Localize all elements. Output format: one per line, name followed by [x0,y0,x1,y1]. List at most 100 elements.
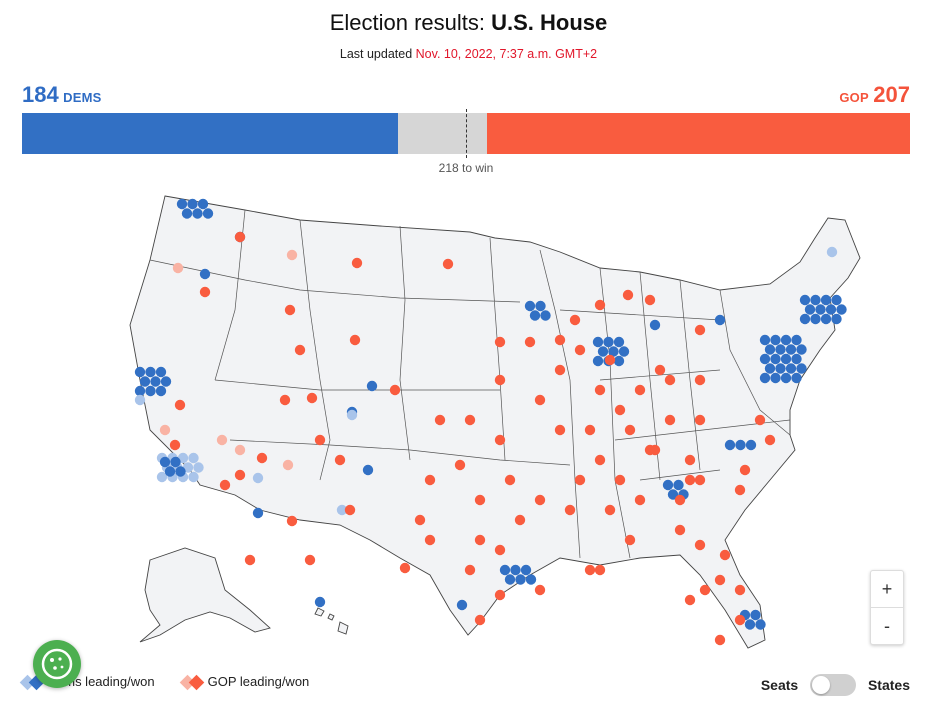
gop-district-marker[interactable] [494,544,506,556]
dem-district-marker[interactable] [252,507,264,519]
gop-district-marker[interactable] [594,454,606,466]
gop-district-marker[interactable] [389,384,401,396]
dem-district-marker[interactable] [134,385,146,397]
gop-district-marker[interactable] [494,434,506,446]
view-toggle-switch[interactable] [810,674,857,696]
dem-district-marker[interactable] [597,346,609,357]
gop-district-marker[interactable] [554,334,566,346]
gop-district-marker[interactable] [494,336,506,348]
dem-district-marker[interactable] [780,353,792,365]
gop-district-marker[interactable] [554,364,566,376]
dem-district-marker[interactable] [193,462,204,473]
gop-district-marker[interactable] [219,479,231,491]
dem-district-marker[interactable] [785,363,797,374]
dem-district-marker[interactable] [796,344,807,355]
dem-district-marker[interactable] [755,619,766,630]
dem-district-marker[interactable] [759,334,771,346]
dem-district-marker[interactable] [159,456,171,468]
dem-district-marker[interactable] [780,372,792,384]
dem-district-marker[interactable] [775,344,786,355]
dem-district-marker[interactable] [529,310,541,321]
gop-district-marker[interactable] [719,549,731,561]
gop-district-marker[interactable] [554,424,566,436]
dem-district-marker[interactable] [750,609,761,621]
dem-district-marker[interactable] [618,346,630,357]
gop-district-marker[interactable] [764,434,776,446]
gop-district-marker[interactable] [699,584,711,596]
gop-district-marker[interactable] [614,474,626,486]
gop-district-marker[interactable] [234,469,246,481]
gop-district-marker[interactable] [294,344,306,356]
dem-district-marker[interactable] [791,372,802,384]
dem-district-marker[interactable] [745,439,757,451]
dem-district-marker[interactable] [456,599,468,611]
gop-district-marker[interactable] [454,459,466,471]
gop-district-marker[interactable] [279,394,291,406]
dem-district-marker[interactable] [810,294,821,306]
dem-district-marker[interactable] [796,363,807,374]
dem-district-marker[interactable] [156,471,168,483]
gop-district-marker[interactable] [314,434,326,446]
gop-district-marker[interactable] [464,564,476,576]
gop-district-marker[interactable] [634,494,646,506]
dem-district-marker[interactable] [799,313,811,325]
dem-district-marker[interactable] [525,574,537,585]
dem-district-marker[interactable] [764,344,776,355]
dem-district-marker[interactable] [826,246,838,258]
gop-district-marker[interactable] [622,289,634,301]
dem-district-marker[interactable] [804,304,816,315]
dem-district-marker[interactable] [744,619,756,630]
gop-district-marker[interactable] [169,439,181,451]
gop-district-marker[interactable] [614,404,626,416]
gop-district-marker[interactable] [694,374,706,386]
gop-district-marker[interactable] [234,444,246,456]
gop-district-marker[interactable] [442,258,454,270]
dem-district-marker[interactable] [592,336,604,348]
gop-district-marker[interactable] [349,334,361,346]
gop-district-marker[interactable] [199,286,211,298]
gop-district-marker[interactable] [474,614,486,626]
dem-district-marker[interactable] [346,409,358,421]
gop-district-marker[interactable] [414,514,426,526]
gop-district-marker[interactable] [174,399,186,411]
gop-district-marker[interactable] [244,554,256,566]
dem-district-marker[interactable] [155,385,167,397]
dem-district-marker[interactable] [252,472,264,484]
dem-district-marker[interactable] [336,504,348,516]
dem-district-marker[interactable] [202,208,214,219]
zoom-in-button[interactable]: + [871,571,903,608]
dem-district-marker[interactable] [662,479,674,491]
us-house-district-map[interactable] [0,180,937,665]
gop-district-marker[interactable] [534,494,546,506]
gop-district-marker[interactable] [624,534,636,546]
toggle-label-states[interactable]: States [867,677,910,693]
dem-district-marker[interactable] [825,304,837,315]
gop-district-marker[interactable] [684,474,696,486]
gop-district-marker[interactable] [734,484,746,496]
gop-district-marker[interactable] [504,474,516,486]
gop-district-marker[interactable] [474,494,486,506]
dem-district-marker[interactable] [613,355,625,367]
gop-district-marker[interactable] [514,514,526,526]
dem-district-marker[interactable] [791,353,802,365]
dem-district-marker[interactable] [524,300,536,312]
gop-district-marker[interactable] [304,554,316,566]
gop-district-marker[interactable] [574,344,586,356]
dem-district-marker[interactable] [613,336,625,348]
gop-district-marker[interactable] [694,474,706,486]
gop-district-marker[interactable] [464,414,476,426]
dem-district-marker[interactable] [164,466,176,477]
gop-district-marker[interactable] [574,474,586,486]
gop-district-markers[interactable] [159,231,776,646]
dem-district-marker[interactable] [139,376,151,387]
gop-district-marker[interactable] [494,589,506,601]
gop-district-marker[interactable] [286,515,298,527]
dem-district-marker[interactable] [836,304,847,315]
dem-district-marker[interactable] [510,564,521,576]
cookie-settings-button[interactable] [33,640,81,688]
dem-district-marker[interactable] [785,344,797,355]
gop-district-marker[interactable] [649,444,661,456]
dem-district-marker[interactable] [608,346,619,357]
dem-district-marker[interactable] [649,319,661,331]
gop-district-marker[interactable] [284,304,296,316]
